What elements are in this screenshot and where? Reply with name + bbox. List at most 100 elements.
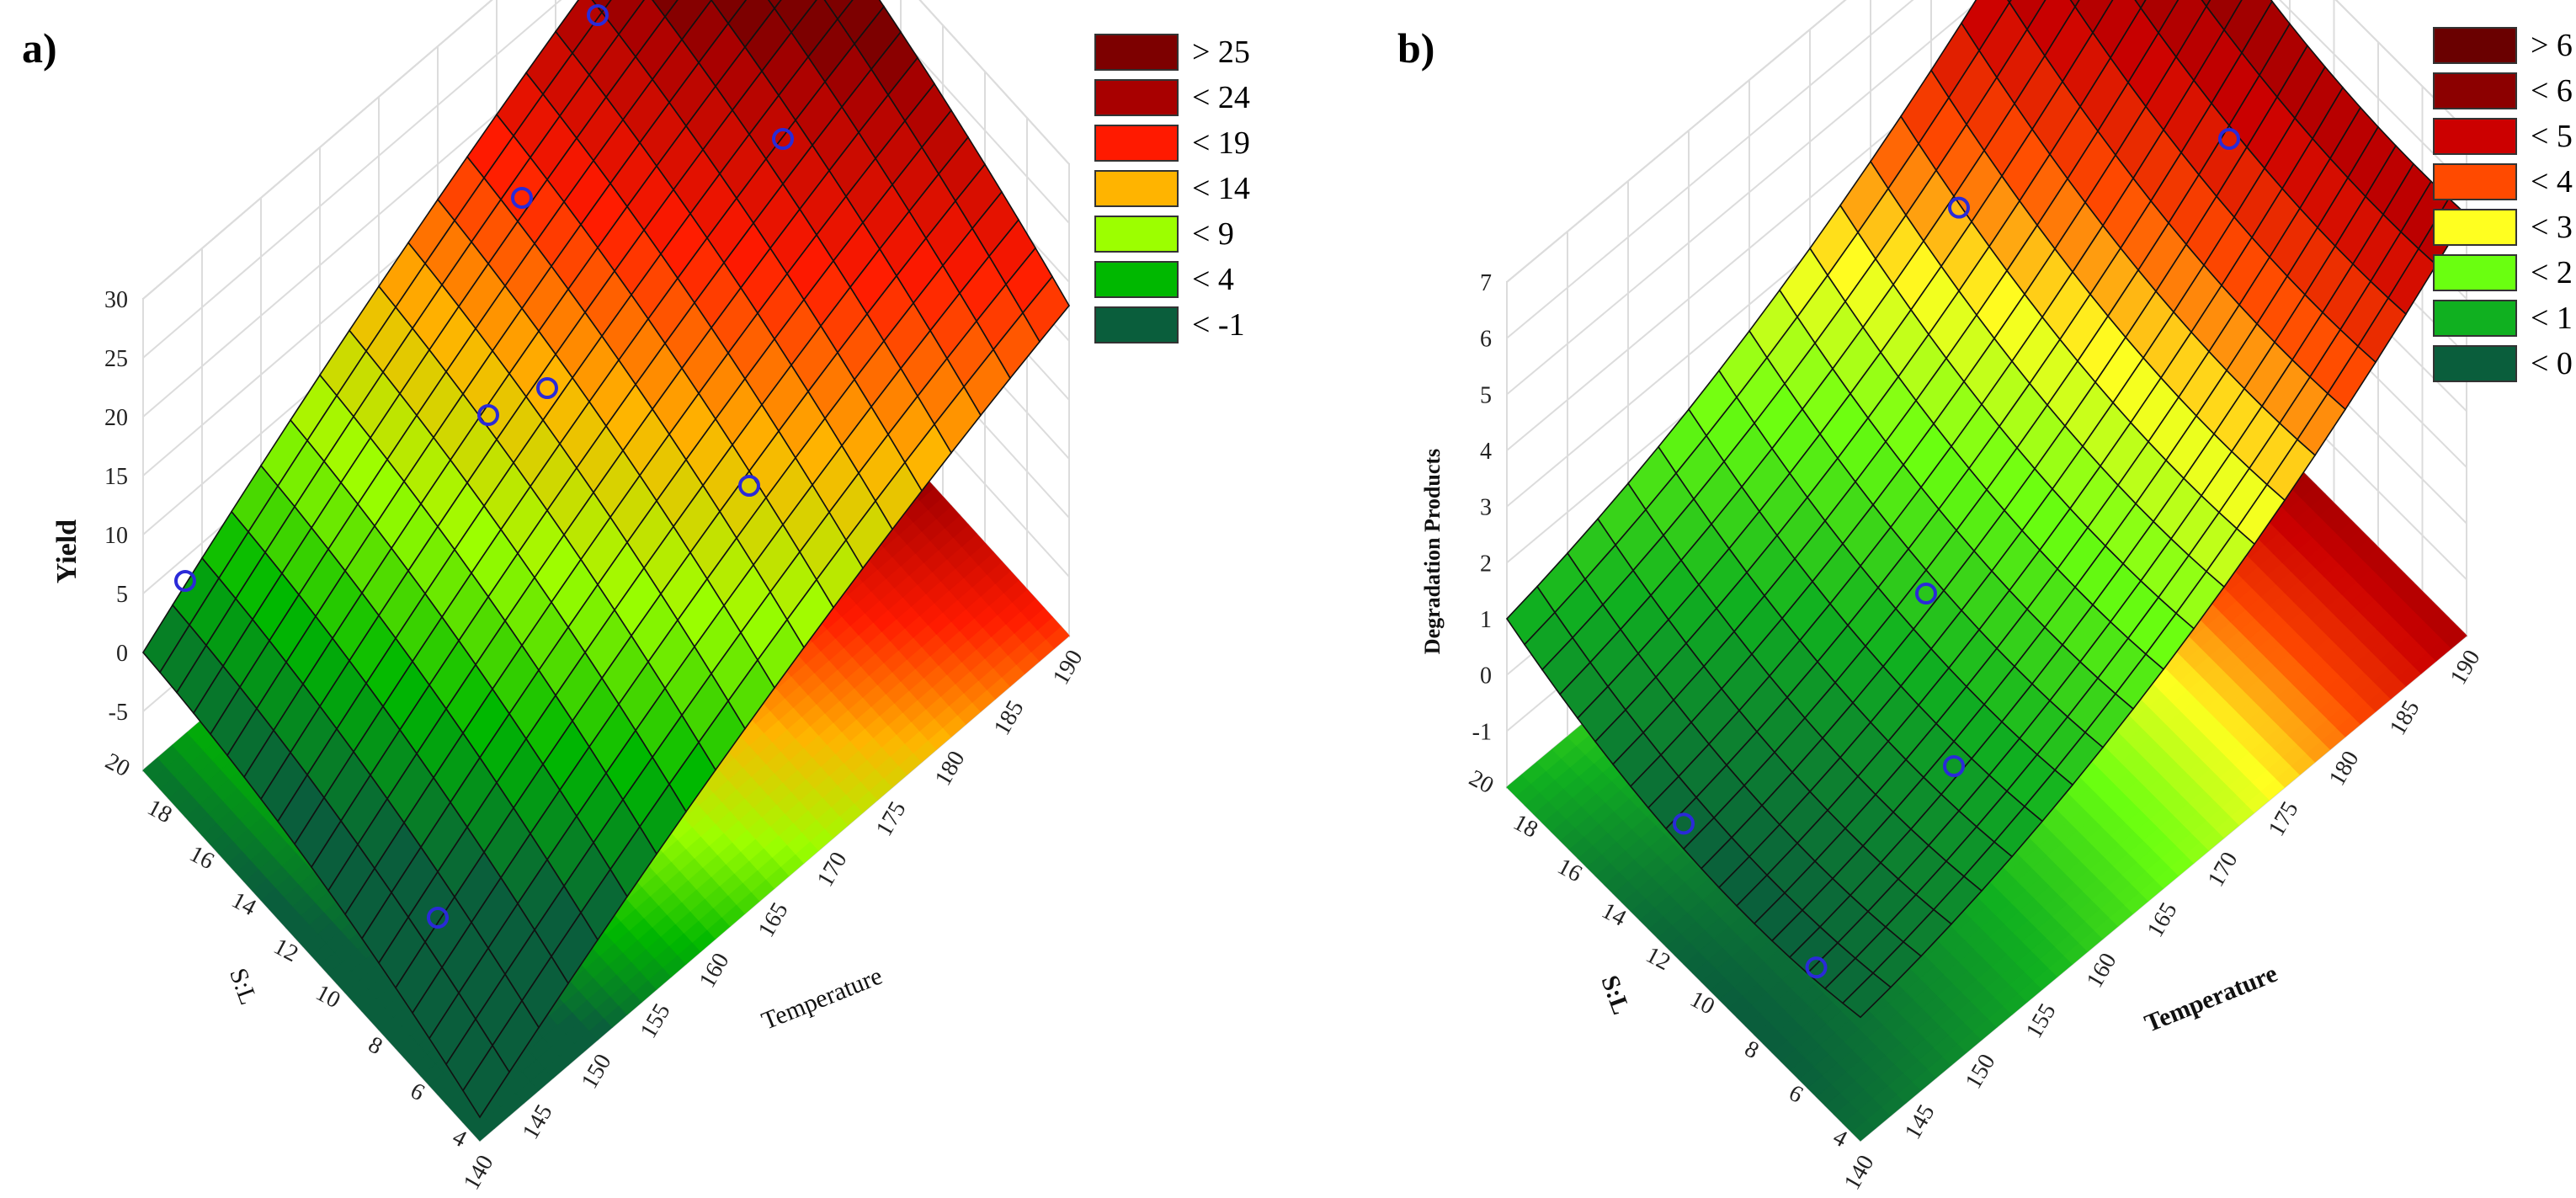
legend-label: < 4	[1192, 262, 1234, 297]
y-axis-title: S:L	[224, 965, 263, 1009]
wall-gridline	[1506, 0, 2467, 283]
z-tick-label: 0	[1480, 663, 1492, 690]
x-tick-label: 165	[2142, 898, 2183, 942]
panel-label-a: a)	[22, 24, 57, 72]
wall-gridline	[142, 0, 1070, 300]
x-tick-label: 150	[577, 1050, 617, 1094]
legend-label: < 6	[2531, 73, 2573, 109]
legend-swatch	[2433, 118, 2517, 155]
z-tick-label: 30	[104, 287, 128, 313]
z-tick-label: -1	[1472, 719, 1492, 745]
observed-point	[1915, 583, 1937, 604]
z-tick-label: 2	[1480, 551, 1492, 577]
z-tick-label: 1	[1480, 607, 1492, 633]
wall-gridline	[142, 0, 1070, 359]
z-tick-label: 7	[1480, 270, 1492, 296]
x-tick-label: 160	[2082, 949, 2122, 993]
legend-swatch	[1094, 261, 1179, 298]
z-tick-label: 3	[1480, 495, 1492, 521]
observed-point	[2218, 128, 2240, 150]
z-tick-label: 4	[1480, 439, 1492, 465]
observed-point	[1805, 956, 1828, 979]
observed-point	[587, 4, 609, 26]
x-tick-label: 180	[930, 747, 971, 791]
y-tick-label: 4	[448, 1124, 471, 1153]
legend-label: < 9	[1192, 216, 1234, 252]
z-tick-label: 15	[104, 464, 128, 490]
observed-point	[477, 404, 499, 426]
z-tick-label: 25	[104, 346, 128, 372]
x-tick-label: 170	[812, 848, 853, 892]
z-tick-label: 5	[1480, 382, 1492, 408]
chart-panel-b: -1 0 1 2 3 4 5 6 7 4 6 8 10 12 14 16 18 20 140 145 150 155 160…	[1288, 0, 2576, 1198]
observed-point	[511, 187, 533, 209]
z-tick-label: 20	[104, 405, 128, 431]
z-tick-label: 6	[1480, 327, 1492, 353]
x-tick-label: 175	[871, 797, 912, 841]
legend-swatch	[1094, 216, 1179, 253]
x-tick-label: 180	[2324, 747, 2365, 791]
legend-swatch	[1094, 34, 1179, 71]
panel-label-b: b)	[1397, 24, 1435, 72]
legend-label: > 6	[2531, 28, 2573, 63]
y-tick-label: 6	[406, 1078, 428, 1106]
x-tick-label: 150	[1961, 1050, 2001, 1094]
observed-point	[1948, 196, 1970, 219]
yield-surface-plot: -505101520253046810121416182014014515015…	[51, 0, 1088, 1195]
legend-label: < -1	[1192, 307, 1245, 343]
x-tick-label: 190	[2446, 646, 2486, 690]
y-tick-label: 4	[1828, 1124, 1851, 1153]
chart-panel-a: -5 0 5 10 15 20 25 30 4 6 8 10 12 14 16 18 20 140 145 150 15…	[22, 0, 1250, 1195]
observed-point	[738, 475, 760, 497]
x-tick-label: 145	[1900, 1100, 1940, 1144]
z-tick-label: 0	[116, 641, 128, 667]
legend-label: < 0	[2531, 346, 2573, 381]
y-axis-title: S:L	[1595, 972, 1635, 1018]
legend-label: < 2	[2531, 255, 2573, 290]
legend-swatch	[1094, 306, 1179, 343]
legend-swatch	[2433, 300, 2517, 337]
legend-label: > 25	[1192, 35, 1250, 70]
observed-point	[174, 570, 196, 592]
x-tick-label: 160	[695, 949, 735, 993]
observed-point	[427, 907, 449, 929]
x-axis-title: Temperature	[2141, 960, 2281, 1038]
surface-patch	[462, 1044, 510, 1119]
legend-label: < 3	[2531, 210, 2573, 245]
z-tick-label: 10	[104, 523, 128, 549]
z-axis-title: Degradation Products	[1420, 449, 1445, 654]
observed-point	[1673, 812, 1695, 835]
legend-label: < 19	[1192, 125, 1250, 161]
legend-swatch	[2433, 345, 2517, 382]
surface-patch	[767, 0, 782, 10]
x-tick-label: 170	[2203, 848, 2243, 892]
legend-swatch	[2433, 254, 2517, 291]
wall-gridline	[1506, 0, 2467, 339]
legend-label: < 5	[2531, 119, 2573, 154]
x-tick-label: 165	[753, 898, 794, 942]
x-tick-label: 155	[636, 999, 676, 1043]
z-tick-label: 5	[116, 582, 128, 608]
x-axis-title: Temperature	[758, 962, 886, 1036]
observed-point	[536, 377, 558, 399]
z-axis-title: Yield	[51, 519, 82, 583]
z-tick-label: -5	[109, 700, 128, 726]
legend-swatch	[1094, 125, 1179, 162]
y-tick-label: 6	[1785, 1080, 1807, 1109]
x-tick-label: 190	[1048, 646, 1088, 690]
x-tick-label: 145	[518, 1100, 558, 1144]
y-tick-label: 20	[1465, 765, 1498, 800]
x-tick-label: 140	[459, 1151, 499, 1195]
surface-patch	[1841, 972, 1892, 1019]
x-tick-label: 185	[2385, 696, 2425, 740]
observed-point	[772, 128, 794, 150]
legend-swatch	[1094, 170, 1179, 207]
surface-patch	[2201, 0, 2211, 8]
legend-label: < 14	[1192, 171, 1250, 206]
legend-swatch	[2433, 209, 2517, 246]
x-tick-label: 175	[2264, 797, 2304, 841]
legend-label: < 1	[2531, 301, 2573, 336]
y-tick-label: 8	[364, 1031, 386, 1060]
degradation-surface-plot: -101234567468101214161820140145150155160…	[1420, 0, 2486, 1195]
legend-swatch	[1094, 79, 1179, 116]
